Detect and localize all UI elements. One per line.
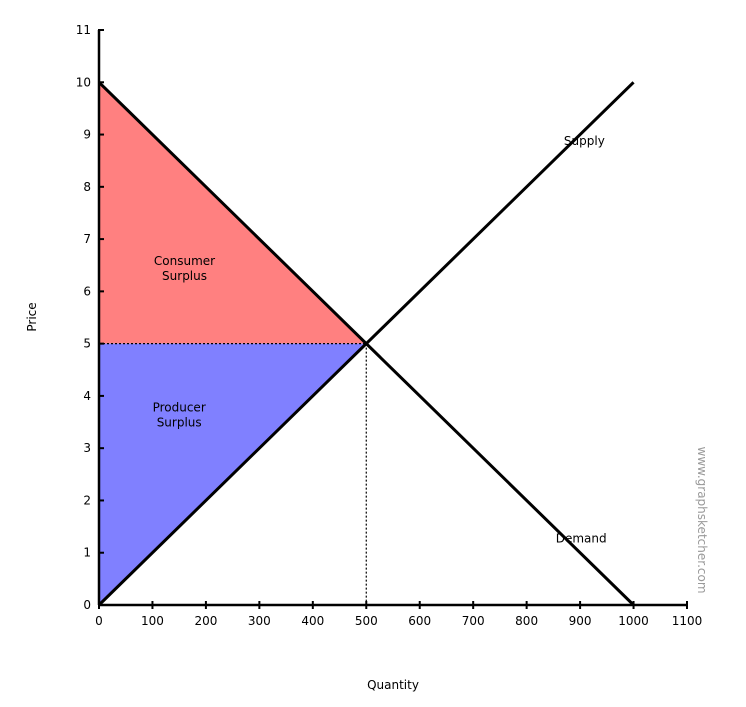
y-tick-label: 7 [83,232,91,246]
y-tick-label: 9 [83,128,91,142]
x-tick-label: 700 [462,614,485,628]
x-tick-label: 0 [95,614,103,628]
y-tick-label: 1 [83,546,91,560]
x-tick-label: 1100 [672,614,703,628]
y-tick-label: 8 [83,180,91,194]
y-tick-label: 2 [83,493,91,507]
y-tick-label: 11 [76,23,91,37]
supply-line [97,81,635,607]
area-label-0: Consumer Surplus [154,254,215,283]
x-tick-label: 400 [301,614,324,628]
x-tick-label: 100 [141,614,164,628]
watermark: www.graphsketcher.com [695,446,709,593]
area-label-1: Producer Surplus [153,401,206,430]
x-axis-label: Quantity [367,678,419,692]
x-tick-label: 200 [194,614,217,628]
y-axis-label: Price [25,302,39,331]
y-tick-label: 6 [83,284,91,298]
y-tick-label: 10 [76,75,91,89]
y-tick-label: 5 [83,337,91,351]
y-tick-label: 4 [83,389,91,403]
x-tick-label: 800 [515,614,538,628]
supply-label: Supply [564,134,605,148]
x-tick-label: 600 [408,614,431,628]
x-tick-label: 1000 [618,614,649,628]
demand-label: Demand [556,531,607,545]
y-tick-label: 3 [83,441,91,455]
x-tick-label: 300 [248,614,271,628]
x-tick-label: 500 [355,614,378,628]
y-tick-label: 0 [83,598,91,612]
x-tick-label: 900 [569,614,592,628]
